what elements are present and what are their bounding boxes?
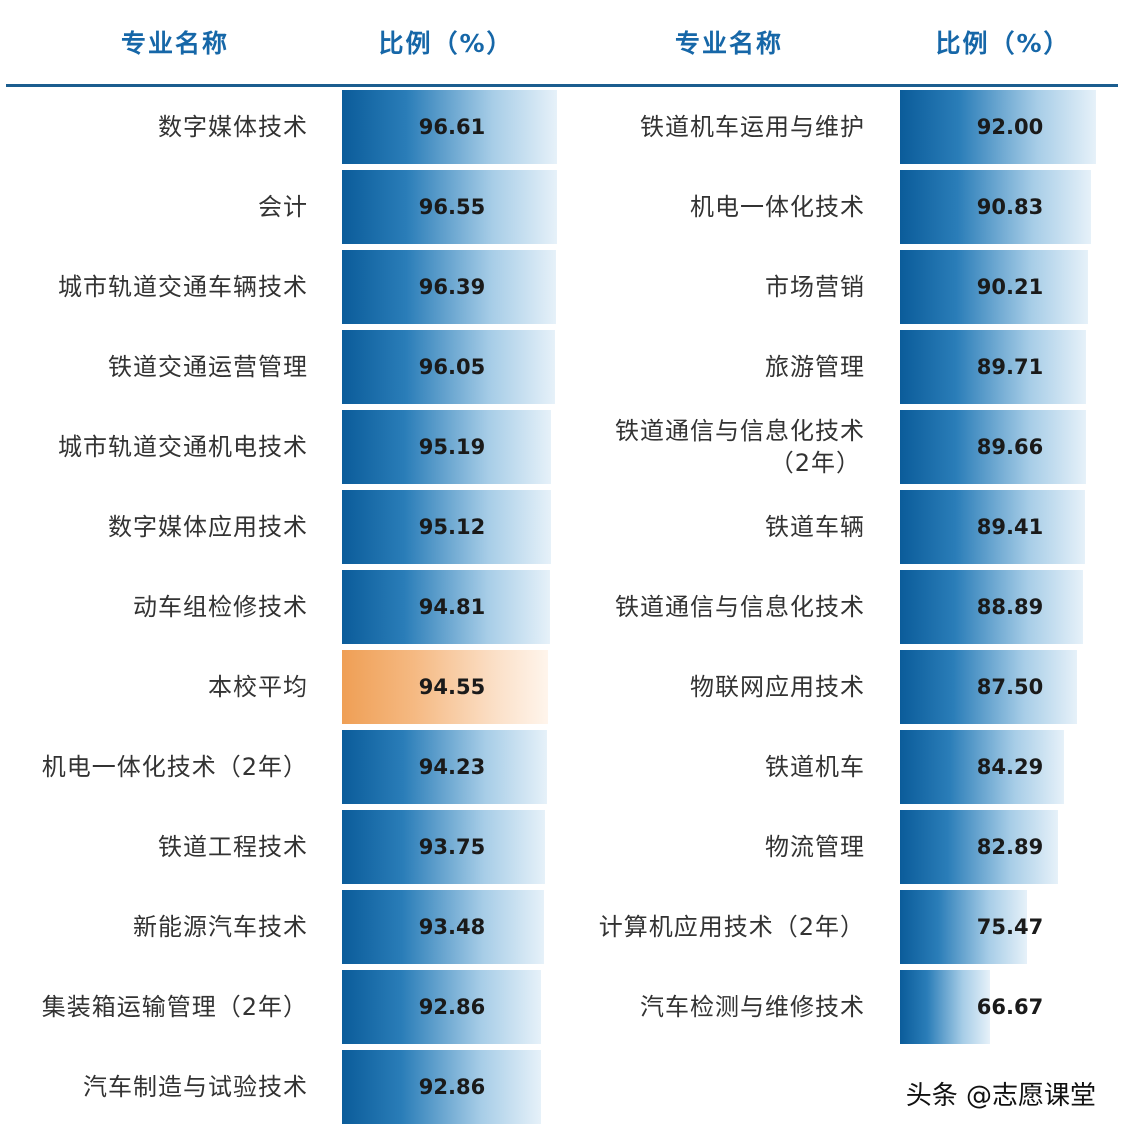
value-label: 95.19 <box>418 435 486 459</box>
category-label: 物流管理 <box>765 833 865 861</box>
value-label: 92.86 <box>418 995 486 1019</box>
value-label: 94.23 <box>418 755 486 779</box>
category-label: 集装箱运输管理（2年） <box>41 993 308 1021</box>
value-label: 92.00 <box>976 115 1044 139</box>
category-label: 铁道通信与信息化技术 （2年） <box>615 417 865 477</box>
category-label: 动车组检修技术 <box>133 593 308 621</box>
data-bar: 75.47 <box>900 890 1043 964</box>
data-bar: 87.50 <box>900 650 1077 724</box>
data-bar: 89.41 <box>900 490 1085 564</box>
value-label: 93.75 <box>418 835 486 859</box>
category-label: 城市轨道交通车辆技术 <box>58 273 308 301</box>
value-label: 87.50 <box>976 675 1044 699</box>
data-bar: 95.19 <box>342 410 551 484</box>
average-bar: 94.55 <box>342 650 548 724</box>
watermark: 头条 @志愿课堂 <box>905 1081 1096 1111</box>
value-label: 84.29 <box>976 755 1044 779</box>
data-bar: 93.75 <box>342 810 545 884</box>
value-label: 66.67 <box>976 995 1044 1019</box>
value-label: 90.83 <box>976 195 1044 219</box>
value-label: 82.89 <box>976 835 1044 859</box>
category-label: 铁道车辆 <box>765 513 865 541</box>
value-label: 94.81 <box>418 595 486 619</box>
data-bar: 90.21 <box>900 250 1088 324</box>
category-label: 物联网应用技术 <box>690 673 865 701</box>
data-bar: 92.86 <box>342 970 541 1044</box>
value-label: 94.55 <box>418 675 486 699</box>
category-label: 铁道工程技术 <box>158 833 308 861</box>
data-bar: 90.83 <box>900 170 1091 244</box>
data-bar: 92.86 <box>342 1050 541 1124</box>
category-label: 本校平均 <box>208 673 308 701</box>
data-bar: 89.66 <box>900 410 1086 484</box>
data-bar: 96.55 <box>342 170 557 244</box>
value-label: 89.66 <box>976 435 1044 459</box>
value-label: 93.48 <box>418 915 486 939</box>
data-bar: 95.12 <box>342 490 551 564</box>
category-label: 铁道交通运营管理 <box>108 353 308 381</box>
value-label: 96.55 <box>418 195 486 219</box>
header-left-ratio: 比例（%） <box>378 29 514 58</box>
data-bar: 94.81 <box>342 570 550 644</box>
category-label: 机电一体化技术（2年） <box>41 753 308 781</box>
data-bar: 94.23 <box>342 730 547 804</box>
value-label: 95.12 <box>418 515 486 539</box>
category-label: 铁道机车 <box>765 753 865 781</box>
category-label: 机电一体化技术 <box>690 193 865 221</box>
data-bar: 82.89 <box>900 810 1058 884</box>
header-right-ratio: 比例（%） <box>935 29 1071 58</box>
category-label: 旅游管理 <box>765 353 865 381</box>
data-bar: 93.48 <box>342 890 544 964</box>
data-bar: 88.89 <box>900 570 1083 644</box>
data-bar: 66.67 <box>900 970 1043 1044</box>
data-bar: 96.39 <box>342 250 556 324</box>
category-label: 会计 <box>258 193 308 221</box>
category-label: 新能源汽车技术 <box>133 913 308 941</box>
value-label: 88.89 <box>976 595 1044 619</box>
value-label: 89.41 <box>976 515 1044 539</box>
data-bar: 89.71 <box>900 330 1086 404</box>
category-label: 城市轨道交通机电技术 <box>58 433 308 461</box>
value-label: 89.71 <box>976 355 1044 379</box>
value-label: 96.61 <box>418 115 486 139</box>
header-divider <box>6 84 1118 87</box>
category-label: 数字媒体技术 <box>158 113 308 141</box>
value-label: 96.39 <box>418 275 486 299</box>
data-bar: 96.05 <box>342 330 555 404</box>
data-bar: 84.29 <box>900 730 1064 804</box>
value-label: 96.05 <box>418 355 486 379</box>
value-label: 90.21 <box>976 275 1044 299</box>
category-label: 铁道通信与信息化技术 <box>615 593 865 621</box>
header-left-name: 专业名称 <box>120 29 229 58</box>
category-label: 铁道机车运用与维护 <box>640 113 865 141</box>
category-label: 汽车检测与维修技术 <box>640 993 865 1021</box>
data-bar: 92.00 <box>900 90 1096 164</box>
category-label: 汽车制造与试验技术 <box>83 1073 308 1101</box>
category-label: 市场营销 <box>765 273 865 301</box>
value-label: 92.86 <box>418 1075 486 1099</box>
category-label: 数字媒体应用技术 <box>108 513 308 541</box>
header-right-name: 专业名称 <box>674 29 783 58</box>
data-bar: 96.61 <box>342 90 557 164</box>
value-label: 75.47 <box>976 915 1044 939</box>
category-label: 计算机应用技术（2年） <box>598 913 865 941</box>
